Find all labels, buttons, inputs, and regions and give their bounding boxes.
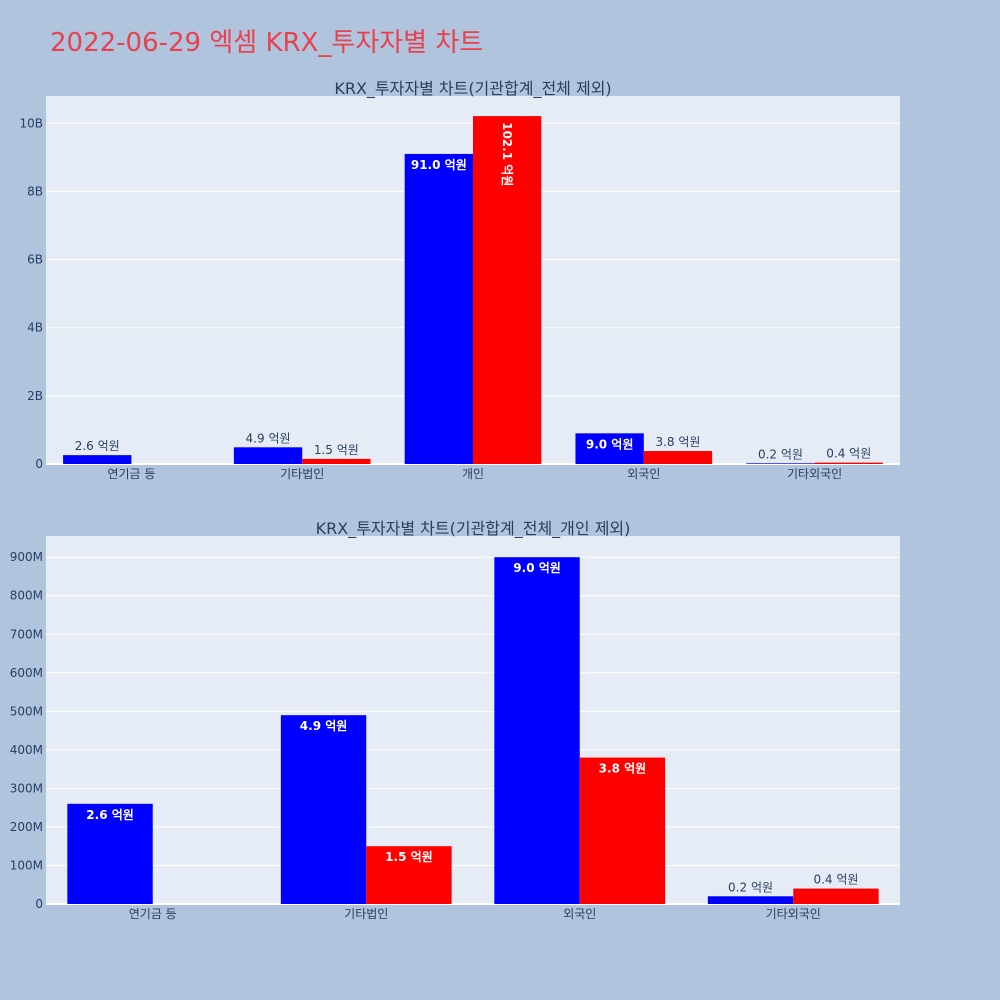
data-label: 1.5 억원: [314, 443, 359, 457]
page-title: 2022-06-29 엑셈 KRX_투자자별 차트: [50, 28, 484, 58]
chart-investor-all: KRX_투자자별 차트(기관합계_전체 제외) 0 2B 4B 6B 8B 10B 연기금 등…: [19, 79, 900, 481]
y-tick-label: 300M: [10, 781, 43, 795]
data-label: 3.8 억원: [655, 435, 700, 449]
bar: [404, 153, 473, 465]
bar: [746, 463, 815, 464]
y-tick-label: 10B: [19, 116, 43, 130]
bar: [707, 896, 794, 904]
bar: [280, 715, 367, 904]
y-tick-label: 600M: [10, 666, 43, 680]
data-label: 0.4 억원: [813, 873, 858, 887]
x-tick-label: 연기금 등: [129, 907, 177, 921]
y-tick-label: 100M: [10, 858, 43, 872]
y-tick-label: 0: [35, 897, 43, 911]
y-tick-label: 800M: [10, 589, 43, 603]
data-label: 102.1 억원: [500, 122, 514, 186]
x-tick-label: 기타법인: [344, 907, 388, 921]
x-tick-label: 기타외국인: [787, 467, 842, 481]
y-tick-label: 200M: [10, 820, 43, 834]
y-tick-label: 500M: [10, 704, 43, 718]
y-tick-label: 6B: [27, 253, 43, 267]
data-label: 0.2 억원: [728, 880, 773, 894]
chart-title: KRX_투자자별 차트(기관합계_전체_개인 제외): [316, 519, 631, 539]
y-tick-label: 400M: [10, 743, 43, 757]
data-label: 9.0 억원: [513, 561, 561, 575]
x-tick-label: 연기금 등: [107, 467, 155, 481]
plot-area: [46, 536, 900, 904]
bar: [473, 116, 542, 465]
data-label: 4.9 억원: [300, 719, 348, 733]
data-label: 1.5 억원: [385, 850, 433, 864]
data-label: 0.4 억원: [826, 447, 871, 461]
data-label: 2.6 억원: [75, 439, 120, 453]
x-tick-label: 기타외국인: [766, 907, 821, 921]
bar: [63, 455, 132, 464]
data-label: 3.8 억원: [599, 762, 647, 776]
x-tick-label: 외국인: [563, 907, 596, 921]
bar: [575, 433, 644, 464]
y-tick-label: 900M: [10, 550, 43, 564]
data-label: 9.0 억원: [586, 437, 634, 451]
bar: [302, 458, 371, 464]
bar: [579, 757, 666, 904]
chart-investor-excl-individual: KRX_투자자별 차트(기관합계_전체_개인 제외) 0 100M 200M 300M 4…: [10, 519, 900, 921]
y-tick-label: 0: [35, 457, 43, 471]
y-tick-label: 2B: [27, 389, 43, 403]
y-tick-label: 700M: [10, 627, 43, 641]
data-label: 0.2 억원: [758, 447, 803, 461]
x-tick-label: 기타법인: [280, 467, 324, 481]
y-tick-label: 8B: [27, 184, 43, 198]
bar: [366, 846, 452, 904]
y-tick-label: 4B: [27, 321, 43, 335]
bar: [233, 447, 303, 464]
x-tick-label: 외국인: [627, 467, 660, 481]
data-label: 91.0 억원: [411, 158, 467, 172]
chart-title: KRX_투자자별 차트(기관합계_전체 제외): [334, 79, 611, 99]
x-tick-label: 개인: [462, 467, 484, 481]
data-label: 2.6 억원: [86, 808, 134, 822]
bar: [67, 803, 153, 904]
bar: [643, 451, 713, 464]
bar: [814, 462, 883, 464]
bar: [793, 888, 879, 904]
bar: [494, 557, 580, 904]
data-label: 4.9 억원: [246, 431, 291, 445]
